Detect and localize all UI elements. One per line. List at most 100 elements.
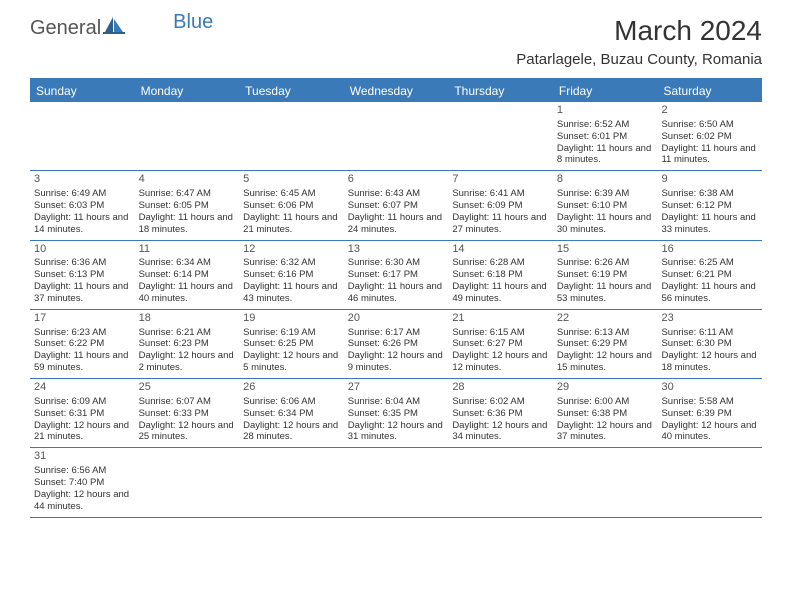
day-number: 21 [452, 312, 549, 326]
daylight-text: Daylight: 11 hours and 8 minutes. [557, 143, 654, 167]
sunrise-text: Sunrise: 5:58 AM [661, 396, 758, 408]
day-cell: 23Sunrise: 6:11 AMSunset: 6:30 PMDayligh… [657, 310, 762, 378]
empty-cell [135, 102, 240, 170]
day-cell: 20Sunrise: 6:17 AMSunset: 6:26 PMDayligh… [344, 310, 449, 378]
day-cell: 27Sunrise: 6:04 AMSunset: 6:35 PMDayligh… [344, 379, 449, 447]
sunset-text: Sunset: 6:10 PM [557, 200, 654, 212]
day-cell: 14Sunrise: 6:28 AMSunset: 6:18 PMDayligh… [448, 241, 553, 309]
week-row: 1Sunrise: 6:52 AMSunset: 6:01 PMDaylight… [30, 102, 762, 171]
empty-cell [239, 448, 344, 516]
sunset-text: Sunset: 6:33 PM [139, 408, 236, 420]
day-cell: 12Sunrise: 6:32 AMSunset: 6:16 PMDayligh… [239, 241, 344, 309]
sunrise-text: Sunrise: 6:07 AM [139, 396, 236, 408]
sunrise-text: Sunrise: 6:00 AM [557, 396, 654, 408]
location: Patarlagele, Buzau County, Romania [516, 51, 762, 68]
daylight-text: Daylight: 12 hours and 44 minutes. [34, 489, 131, 513]
empty-cell [657, 448, 762, 516]
daylight-text: Daylight: 12 hours and 12 minutes. [452, 350, 549, 374]
day-cell: 11Sunrise: 6:34 AMSunset: 6:14 PMDayligh… [135, 241, 240, 309]
day-cell: 22Sunrise: 6:13 AMSunset: 6:29 PMDayligh… [553, 310, 658, 378]
day-number: 8 [557, 173, 654, 187]
day-cell: 16Sunrise: 6:25 AMSunset: 6:21 PMDayligh… [657, 241, 762, 309]
sunset-text: Sunset: 6:35 PM [348, 408, 445, 420]
sunrise-text: Sunrise: 6:32 AM [243, 257, 340, 269]
sunset-text: Sunset: 6:36 PM [452, 408, 549, 420]
sunrise-text: Sunrise: 6:23 AM [34, 327, 131, 339]
sunset-text: Sunset: 7:40 PM [34, 477, 131, 489]
sunset-text: Sunset: 6:18 PM [452, 269, 549, 281]
day-number: 24 [34, 381, 131, 395]
day-number: 30 [661, 381, 758, 395]
day-number: 25 [139, 381, 236, 395]
day-number: 11 [139, 243, 236, 257]
empty-cell [344, 448, 449, 516]
day-cell: 15Sunrise: 6:26 AMSunset: 6:19 PMDayligh… [553, 241, 658, 309]
sunset-text: Sunset: 6:06 PM [243, 200, 340, 212]
day-number: 6 [348, 173, 445, 187]
day-cell: 29Sunrise: 6:00 AMSunset: 6:38 PMDayligh… [553, 379, 658, 447]
daylight-text: Daylight: 11 hours and 33 minutes. [661, 212, 758, 236]
sunset-text: Sunset: 6:02 PM [661, 131, 758, 143]
sunrise-text: Sunrise: 6:49 AM [34, 188, 131, 200]
sunset-text: Sunset: 6:22 PM [34, 338, 131, 350]
day-number: 4 [139, 173, 236, 187]
day-number: 31 [34, 450, 131, 464]
sunrise-text: Sunrise: 6:21 AM [139, 327, 236, 339]
day-number: 19 [243, 312, 340, 326]
daylight-text: Daylight: 12 hours and 28 minutes. [243, 420, 340, 444]
daylight-text: Daylight: 11 hours and 37 minutes. [34, 281, 131, 305]
day-cell: 5Sunrise: 6:45 AMSunset: 6:06 PMDaylight… [239, 171, 344, 239]
sunrise-text: Sunrise: 6:56 AM [34, 465, 131, 477]
sunset-text: Sunset: 6:39 PM [661, 408, 758, 420]
sunset-text: Sunset: 6:13 PM [34, 269, 131, 281]
day-cell: 2Sunrise: 6:50 AMSunset: 6:02 PMDaylight… [657, 102, 762, 170]
sunset-text: Sunset: 6:26 PM [348, 338, 445, 350]
week-row: 24Sunrise: 6:09 AMSunset: 6:31 PMDayligh… [30, 379, 762, 448]
daylight-text: Daylight: 12 hours and 34 minutes. [452, 420, 549, 444]
daylight-text: Daylight: 11 hours and 30 minutes. [557, 212, 654, 236]
day-number: 9 [661, 173, 758, 187]
day-number: 16 [661, 243, 758, 257]
sunrise-text: Sunrise: 6:50 AM [661, 119, 758, 131]
sunset-text: Sunset: 6:38 PM [557, 408, 654, 420]
day-number: 15 [557, 243, 654, 257]
day-cell: 19Sunrise: 6:19 AMSunset: 6:25 PMDayligh… [239, 310, 344, 378]
sunrise-text: Sunrise: 6:47 AM [139, 188, 236, 200]
daylight-text: Daylight: 11 hours and 14 minutes. [34, 212, 131, 236]
daylight-text: Daylight: 11 hours and 27 minutes. [452, 212, 549, 236]
sunrise-text: Sunrise: 6:45 AM [243, 188, 340, 200]
daylight-text: Daylight: 12 hours and 40 minutes. [661, 420, 758, 444]
daylight-text: Daylight: 11 hours and 53 minutes. [557, 281, 654, 305]
daylight-text: Daylight: 11 hours and 40 minutes. [139, 281, 236, 305]
day-header-cell: Saturday [657, 80, 762, 102]
day-cell: 10Sunrise: 6:36 AMSunset: 6:13 PMDayligh… [30, 241, 135, 309]
sunrise-text: Sunrise: 6:43 AM [348, 188, 445, 200]
sunrise-text: Sunrise: 6:34 AM [139, 257, 236, 269]
day-number: 20 [348, 312, 445, 326]
sunset-text: Sunset: 6:17 PM [348, 269, 445, 281]
day-number: 29 [557, 381, 654, 395]
sunset-text: Sunset: 6:34 PM [243, 408, 340, 420]
day-number: 10 [34, 243, 131, 257]
sunset-text: Sunset: 6:01 PM [557, 131, 654, 143]
sunset-text: Sunset: 6:31 PM [34, 408, 131, 420]
logo-text-2: Blue [173, 11, 213, 34]
daylight-text: Daylight: 12 hours and 18 minutes. [661, 350, 758, 374]
sunset-text: Sunset: 6:03 PM [34, 200, 131, 212]
sunset-text: Sunset: 6:29 PM [557, 338, 654, 350]
day-number: 7 [452, 173, 549, 187]
empty-cell [30, 102, 135, 170]
sunset-text: Sunset: 6:07 PM [348, 200, 445, 212]
header: General Blue March 2024 Patarlagele, Buz… [0, 0, 792, 73]
day-cell: 31Sunrise: 6:56 AMSunset: 7:40 PMDayligh… [30, 448, 135, 516]
day-header-cell: Friday [553, 80, 658, 102]
day-number: 27 [348, 381, 445, 395]
empty-cell [448, 102, 553, 170]
sunrise-text: Sunrise: 6:52 AM [557, 119, 654, 131]
day-header-cell: Monday [135, 80, 240, 102]
sunrise-text: Sunrise: 6:17 AM [348, 327, 445, 339]
day-cell: 18Sunrise: 6:21 AMSunset: 6:23 PMDayligh… [135, 310, 240, 378]
empty-cell [344, 102, 449, 170]
day-header-row: SundayMondayTuesdayWednesdayThursdayFrid… [30, 80, 762, 102]
sunset-text: Sunset: 6:05 PM [139, 200, 236, 212]
